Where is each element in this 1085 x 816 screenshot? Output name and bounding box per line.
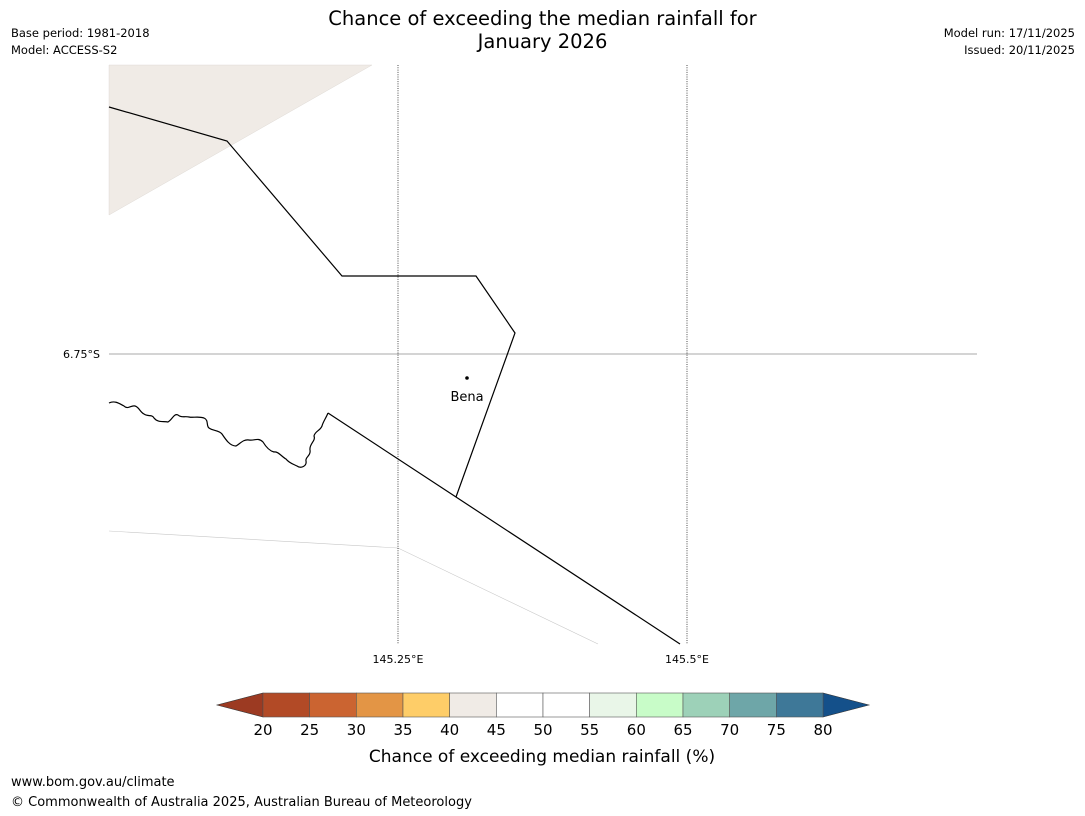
longitude-label-145-5: 145.5°E [665,653,709,666]
longitude-label-145-25: 145.25°E [373,653,424,666]
colorbar-extend-low [215,692,264,718]
map-title-line-1: Chance of exceeding the median rainfall … [328,7,757,30]
footer-copyright: © Commonwealth of Australia 2025, Austra… [11,795,472,810]
colorbar-tick-label: 40 [440,721,459,739]
issued-label: Issued: 20/11/2025 [964,43,1075,57]
province-boundary [108,106,516,498]
colorbar-tick-label: 55 [580,721,599,739]
probability-shaded-region [108,64,373,216]
map-title: Chance of exceeding the median rainfall … [0,7,1085,53]
model-run-label: Model run: 17/11/2025 [943,26,1075,40]
colorbar-legend: 20 25 30 35 40 45 50 55 60 65 70 75 80 [215,692,871,739]
colorbar-tick-label: 60 [627,721,646,739]
colorbar-bin-65-70 [682,692,730,718]
bena-location-marker [465,376,469,380]
river-boundary [108,401,329,468]
forecast-metadata-left: Base period: 1981-2018 Model: ACCESS-S2 [11,25,150,59]
colorbar-tick-label: 70 [720,721,739,739]
colorbar-bin-50-55 [542,692,590,718]
map-title-line-2: January 2026 [477,30,608,53]
colorbar-tick-label: 25 [300,721,319,739]
colorbar-bin-60-65 [636,692,684,718]
colorbar-bin-40-45 [449,692,497,718]
latitude-label: 6.75°S [63,348,100,361]
colorbar-bin-75-80 [776,692,824,718]
faint-region-boundary [108,530,599,645]
colorbar-bin-55-60 [589,692,637,718]
place-label-bena: Bena [450,390,483,405]
colorbar-bin-25-30 [309,692,357,718]
colorbar-title: Chance of exceeding median rainfall (%) [369,747,715,767]
colorbar-bin-30-35 [356,692,404,718]
colorbar-tick-label: 75 [767,721,786,739]
colorbar-tick-label: 35 [393,721,412,739]
colorbar-tick-label: 30 [347,721,366,739]
colorbar-tick-label: 45 [487,721,506,739]
colorbar-tick-label: 20 [253,721,272,739]
colorbar-bin-45-50 [496,692,544,718]
colorbar-bin-35-40 [402,692,450,718]
forecast-metadata-right: Model run: 17/11/2025 Issued: 20/11/2025 [944,25,1075,59]
colorbar-bin-70-75 [729,692,777,718]
province-boundary-south [327,412,681,645]
colorbar-bin-20-25 [262,692,310,718]
colorbar-extend-high [822,692,871,718]
colorbar-tick-label: 80 [813,721,832,739]
model-label: Model: ACCESS-S2 [11,43,118,57]
footer-url: www.bom.gov.au/climate [11,775,175,790]
colorbar-tick-label: 65 [673,721,692,739]
map-panel: Bena 6.75°S 145.25°E 145.5°E [63,64,977,666]
base-period-label: Base period: 1981-2018 [11,26,150,40]
colorbar-tick-label: 50 [533,721,552,739]
